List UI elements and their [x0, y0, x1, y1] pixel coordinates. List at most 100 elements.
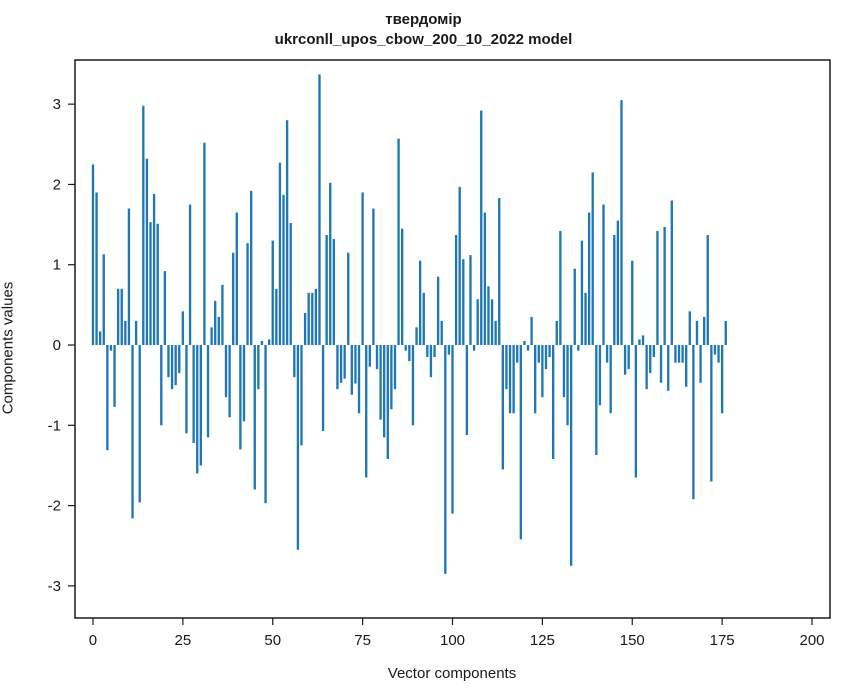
bar-component-70[interactable]	[343, 345, 345, 379]
bar-component-105[interactable]	[469, 255, 471, 345]
bar-component-87[interactable]	[405, 345, 407, 351]
bar-component-40[interactable]	[236, 213, 238, 345]
bar-component-143[interactable]	[606, 345, 608, 363]
bar-component-50[interactable]	[272, 241, 274, 345]
bar-component-168[interactable]	[696, 321, 698, 345]
bar-component-30[interactable]	[200, 345, 202, 465]
bar-component-130[interactable]	[559, 231, 561, 345]
bars-group[interactable]	[92, 74, 727, 573]
bar-component-42[interactable]	[243, 345, 245, 421]
bar-component-19[interactable]	[160, 345, 162, 425]
bar-component-115[interactable]	[505, 345, 507, 389]
bar-component-28[interactable]	[192, 345, 194, 443]
bar-component-32[interactable]	[207, 345, 209, 437]
bar-component-27[interactable]	[189, 205, 191, 346]
bar-component-152[interactable]	[638, 339, 640, 345]
bar-component-46[interactable]	[257, 345, 259, 389]
bar-component-0[interactable]	[92, 164, 94, 345]
bar-component-44[interactable]	[250, 191, 252, 345]
bar-component-171[interactable]	[707, 235, 709, 345]
bar-component-29[interactable]	[196, 345, 198, 473]
bar-component-167[interactable]	[692, 345, 694, 499]
bar-component-80[interactable]	[379, 345, 381, 420]
bar-component-88[interactable]	[408, 345, 410, 361]
bar-component-49[interactable]	[268, 339, 270, 345]
bar-component-37[interactable]	[225, 345, 227, 397]
bar-component-12[interactable]	[135, 321, 137, 345]
bar-component-84[interactable]	[394, 345, 396, 389]
bar-component-92[interactable]	[423, 293, 425, 345]
bar-component-71[interactable]	[347, 253, 349, 345]
bar-component-6[interactable]	[113, 345, 115, 407]
bar-component-34[interactable]	[214, 301, 216, 345]
bar-component-24[interactable]	[178, 345, 180, 373]
bar-component-85[interactable]	[397, 139, 399, 345]
bar-component-176[interactable]	[725, 321, 727, 345]
bar-component-17[interactable]	[153, 194, 155, 345]
bar-component-14[interactable]	[142, 106, 144, 345]
bar-component-79[interactable]	[376, 345, 378, 369]
bar-component-175[interactable]	[721, 345, 723, 413]
bar-component-1[interactable]	[95, 192, 97, 345]
bar-component-173[interactable]	[714, 345, 716, 355]
bar-component-90[interactable]	[415, 327, 417, 345]
bar-component-72[interactable]	[351, 345, 353, 395]
bar-component-81[interactable]	[383, 345, 385, 437]
bar-component-96[interactable]	[437, 277, 439, 345]
bar-component-155[interactable]	[649, 345, 651, 373]
bar-component-101[interactable]	[455, 235, 457, 345]
bar-component-169[interactable]	[699, 345, 701, 383]
bar-component-111[interactable]	[491, 299, 493, 345]
bar-component-66[interactable]	[329, 183, 331, 345]
bar-component-10[interactable]	[128, 209, 130, 345]
bar-component-15[interactable]	[146, 159, 148, 345]
bar-component-51[interactable]	[275, 289, 277, 345]
bar-component-36[interactable]	[221, 285, 223, 345]
bar-component-156[interactable]	[653, 345, 655, 357]
bar-component-141[interactable]	[599, 345, 601, 405]
bar-component-16[interactable]	[149, 222, 151, 345]
bar-component-103[interactable]	[462, 259, 464, 345]
bar-component-43[interactable]	[246, 243, 248, 345]
bar-component-139[interactable]	[592, 172, 594, 345]
bar-component-128[interactable]	[552, 345, 554, 459]
bar-component-135[interactable]	[577, 345, 579, 351]
bar-component-123[interactable]	[534, 345, 536, 413]
bar-component-129[interactable]	[556, 321, 558, 345]
bar-component-136[interactable]	[581, 241, 583, 345]
bar-component-170[interactable]	[703, 317, 705, 345]
bar-component-104[interactable]	[466, 345, 468, 435]
bar-component-147[interactable]	[620, 100, 622, 345]
bar-component-97[interactable]	[441, 321, 443, 345]
bar-component-109[interactable]	[484, 213, 486, 345]
bar-component-151[interactable]	[635, 345, 637, 477]
bar-component-25[interactable]	[182, 311, 184, 345]
bar-component-98[interactable]	[444, 345, 446, 574]
bar-component-107[interactable]	[477, 299, 479, 345]
bar-component-154[interactable]	[645, 345, 647, 389]
bar-component-158[interactable]	[660, 345, 662, 383]
bar-component-150[interactable]	[631, 261, 633, 345]
bar-component-3[interactable]	[103, 254, 105, 345]
bar-component-166[interactable]	[689, 311, 691, 345]
bar-component-163[interactable]	[678, 345, 680, 363]
bar-component-157[interactable]	[656, 231, 658, 345]
bar-component-64[interactable]	[322, 345, 324, 431]
bar-component-82[interactable]	[387, 345, 389, 459]
bar-component-160[interactable]	[667, 345, 669, 391]
bar-component-77[interactable]	[369, 345, 371, 367]
bar-component-120[interactable]	[523, 341, 525, 345]
bar-component-56[interactable]	[293, 345, 295, 377]
bar-component-8[interactable]	[121, 289, 123, 345]
bar-component-67[interactable]	[333, 239, 335, 345]
bar-component-127[interactable]	[548, 345, 550, 357]
bar-component-108[interactable]	[480, 111, 482, 345]
bar-component-52[interactable]	[279, 163, 281, 345]
bar-component-60[interactable]	[308, 293, 310, 345]
bar-component-58[interactable]	[300, 345, 302, 445]
bar-component-55[interactable]	[290, 223, 292, 345]
bar-component-89[interactable]	[412, 345, 414, 425]
bar-component-142[interactable]	[602, 205, 604, 346]
bar-component-59[interactable]	[304, 313, 306, 345]
bar-component-11[interactable]	[131, 345, 133, 518]
